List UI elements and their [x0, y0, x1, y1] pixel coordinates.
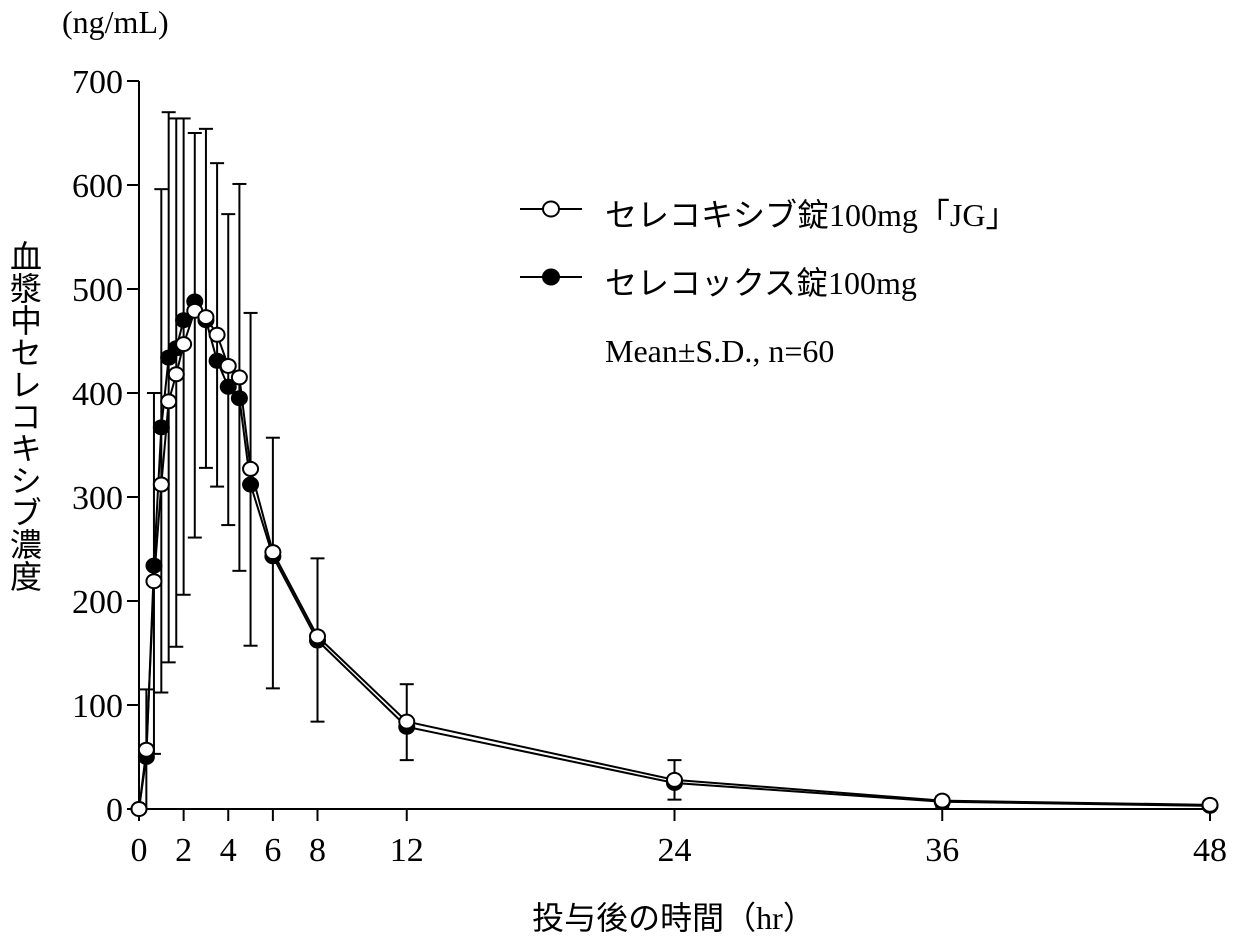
data-point-jg: [137, 741, 155, 758]
data-point-jg: [219, 357, 237, 374]
data-point-celecox: [230, 390, 248, 407]
x-tick-label: 4: [220, 832, 237, 869]
series-line-0: [138, 309, 1211, 810]
legend-marker-open: [542, 200, 560, 218]
data-point-jg: [264, 544, 282, 561]
data-point-jg: [145, 573, 163, 590]
data-point-jg: [666, 771, 683, 788]
data-point-celecox: [152, 419, 170, 436]
data-point-celecox: [242, 476, 260, 493]
y-tick-label: 300: [72, 480, 123, 517]
legend-label-jg: セレコキシブ錠100mg「JG」: [605, 197, 1018, 233]
data-point-jg: [167, 366, 185, 383]
legend-annotation: Mean±S.D., n=60: [605, 333, 835, 369]
data-point-jg: [208, 326, 226, 343]
data-point-jg: [230, 369, 248, 386]
series-line-1: [138, 299, 1211, 810]
data-point-jg: [130, 801, 148, 817]
x-tick-label: 48: [1193, 832, 1227, 869]
x-tick-label: 0: [131, 832, 148, 869]
data-point-celecox: [219, 378, 237, 395]
data-point-jg: [398, 713, 416, 730]
data-point-jg: [933, 792, 951, 809]
x-tick-label: 36: [925, 832, 959, 869]
legend-label-celecox: セレコックス錠100mg: [605, 265, 917, 301]
y-tick-label: 700: [72, 64, 123, 101]
data-point-jg: [197, 309, 215, 326]
y-axis-unit: (ng/mL): [62, 4, 169, 40]
x-tick-label: 6: [264, 832, 281, 869]
y-axis-label: 血漿中セレコキシブ濃度: [6, 240, 42, 592]
data-point-jg: [1201, 796, 1219, 813]
data-point-jg: [175, 336, 193, 353]
data-point-jg: [242, 460, 260, 477]
x-tick-label: 8: [309, 832, 326, 869]
y-tick-label: 400: [72, 376, 123, 413]
data-point-celecox: [175, 312, 193, 329]
x-tick-label: 2: [175, 832, 192, 869]
legend-marker-filled: [542, 268, 560, 286]
data-point-jg: [152, 476, 170, 493]
y-tick-label: 100: [72, 688, 123, 725]
data-point-jg: [160, 393, 178, 410]
y-tick-label: 200: [72, 584, 123, 621]
x-tick-label: 12: [390, 832, 424, 869]
data-point-jg: [309, 628, 326, 645]
y-tick-label: 0: [106, 792, 123, 829]
data-point-celecox: [145, 557, 163, 574]
x-tick-label: 24: [658, 832, 692, 869]
x-axis-label: 投与後の時間（hr）: [532, 900, 815, 936]
y-tick-label: 600: [72, 168, 123, 205]
y-tick-label: 500: [72, 272, 123, 309]
